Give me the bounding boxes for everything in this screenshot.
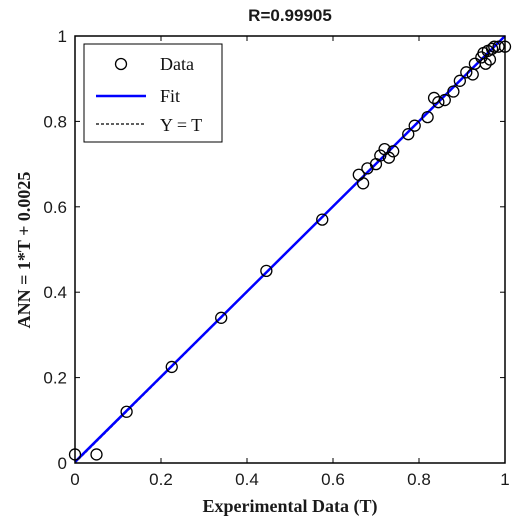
data-point	[120, 405, 133, 418]
legend: Data Fit Y = T	[83, 43, 223, 143]
data-point	[479, 57, 492, 70]
x-tick-label: 1	[500, 470, 509, 489]
data-point	[316, 213, 329, 226]
plot-area	[68, 35, 512, 464]
data-point	[90, 448, 103, 461]
data-point	[485, 42, 499, 55]
x-tick-label: 0.2	[149, 470, 173, 489]
legend-identity-label: Y = T	[160, 115, 202, 135]
data-point	[492, 40, 505, 53]
x-tick-label: 0.4	[235, 470, 259, 489]
chart-title: R=0.99905	[248, 6, 332, 25]
data-point	[421, 110, 434, 124]
data-point	[387, 145, 400, 158]
data-point	[466, 68, 479, 81]
data-point	[215, 311, 228, 324]
y-tick-label: 1	[58, 27, 67, 46]
data-point	[356, 177, 370, 190]
legend-data-label: Data	[160, 54, 194, 74]
data-point	[382, 151, 396, 164]
data-point	[447, 85, 460, 98]
data-point	[408, 119, 421, 132]
data-point	[453, 74, 467, 87]
y-tick-label: 0.2	[43, 369, 67, 388]
data-point	[165, 360, 178, 374]
y-tick-label: 0.8	[43, 112, 67, 131]
y-tick-label: 0.4	[43, 283, 67, 302]
axes-box	[74, 35, 506, 464]
data-point	[374, 149, 387, 162]
fit-line	[74, 35, 506, 463]
y-axis-label: ANN = 1*T + 0.0025	[14, 172, 34, 329]
x-axis-label: Experimental Data (T)	[203, 496, 378, 517]
legend-fit-label: Fit	[160, 86, 180, 106]
data-point	[438, 93, 451, 107]
x-tick-label: 0.8	[407, 470, 431, 489]
y-tick-label: 0	[58, 454, 67, 473]
x-tick-label: 0.6	[321, 470, 345, 489]
data-point	[402, 128, 415, 141]
data-point	[460, 66, 473, 79]
y-axis: 0 0.2 0.4 0.6 0.8 1	[43, 27, 505, 473]
x-axis: 0 0.2 0.4 0.6 0.8 1	[70, 36, 510, 489]
legend-box	[83, 43, 223, 143]
legend-data-marker	[114, 57, 128, 71]
y-tick-label: 0.6	[43, 198, 67, 217]
data-point	[432, 96, 445, 109]
data-point	[260, 264, 273, 278]
x-tick-label: 0	[70, 470, 79, 489]
